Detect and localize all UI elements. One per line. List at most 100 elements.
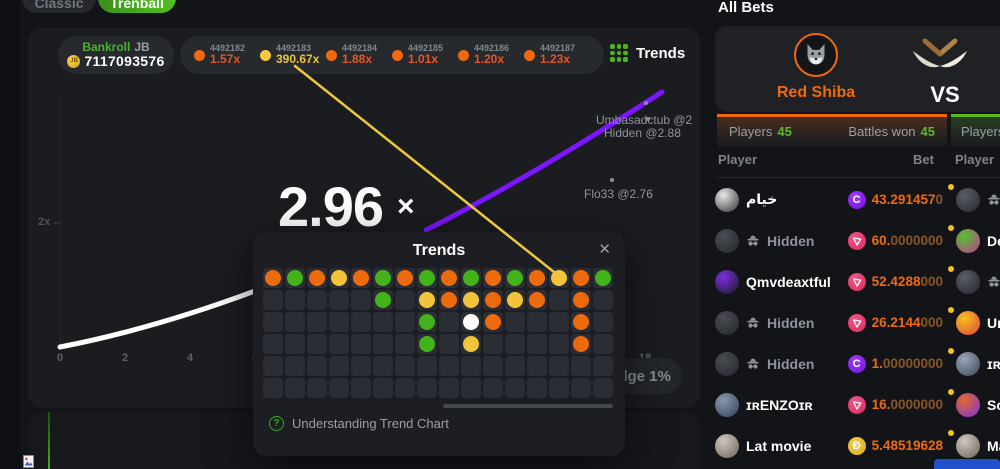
bet-row[interactable]: Soh — [946, 384, 1000, 425]
question-icon: ? — [269, 416, 284, 431]
trend-cell — [285, 334, 305, 354]
jb-coin-icon: JB — [67, 55, 81, 69]
cashout-label: Umbasadctub @2 — [596, 113, 693, 127]
coin-indicator-dot — [948, 348, 954, 354]
green-accent-line — [48, 412, 50, 469]
bet-row[interactable]: H — [946, 261, 1000, 302]
round-result-dot — [392, 49, 403, 61]
trend-cell — [571, 356, 591, 376]
team-a-stats-tab[interactable]: Players 45 Battles won 45 — [717, 114, 947, 146]
incognito-icon — [746, 234, 760, 248]
bet-amount: 43.2914570 — [871, 192, 943, 207]
x-tick-2: 2 — [121, 352, 129, 364]
round-id: 4492183 — [276, 42, 312, 53]
trend-cell — [329, 290, 349, 310]
trend-dot-yellow — [507, 292, 523, 308]
trend-cell — [285, 312, 305, 332]
tab-trenball-label: Trenball — [110, 0, 164, 11]
trend-dot-orange — [573, 292, 589, 308]
cashout-marker-dot — [610, 178, 614, 182]
round-id: 4492186 — [474, 42, 510, 53]
trend-dot-orange — [353, 270, 369, 286]
trend-cell — [483, 356, 503, 376]
trend-cell — [571, 378, 591, 398]
trend-grid-scrollbar[interactable] — [443, 404, 613, 408]
trend-cell — [593, 378, 613, 398]
player-avatar — [956, 187, 980, 212]
bet-row[interactable]: ɪʀENZOɪʀ 16.0000000 — [715, 384, 943, 425]
coin-indicator-dot — [948, 307, 954, 313]
player-avatar — [956, 351, 980, 376]
bet-row[interactable]: Hidden 60.0000000 — [715, 220, 943, 261]
close-icon[interactable]: ✕ — [598, 241, 611, 258]
coin-indicator-dot — [948, 430, 954, 436]
doge-coin-icon: Đ — [847, 436, 866, 455]
trend-cell — [505, 312, 525, 332]
bet-row[interactable]: Qmvdeaxtful 52.4288000 — [715, 261, 943, 302]
trend-cell — [439, 334, 459, 354]
understanding-trend-link[interactable]: ? Understanding Trend Chart — [269, 416, 449, 431]
trend-dot-orange — [397, 270, 413, 286]
bet-row[interactable]: Hidden 26.2144000 — [715, 302, 943, 343]
trend-cell — [439, 290, 459, 310]
y-axis-label: 2x — [38, 216, 51, 228]
trend-dot-yellow — [463, 292, 479, 308]
trend-cell — [263, 312, 283, 332]
history-item[interactable]: 4492187 1.23x — [524, 43, 590, 66]
bet-row[interactable]: Um — [946, 302, 1000, 343]
trx-coin-icon — [847, 231, 866, 250]
trend-cell — [549, 268, 569, 288]
trends-grid-icon — [610, 44, 628, 62]
bet-row[interactable]: Dev — [946, 220, 1000, 261]
player-avatar — [715, 433, 739, 458]
trend-dot-orange — [529, 292, 545, 308]
trend-cell — [505, 356, 525, 376]
bankroll-pill[interactable]: Bankroll JB JB 7117093576 — [58, 36, 174, 74]
bet-column-header: Bet — [913, 152, 934, 167]
trend-cell — [439, 268, 459, 288]
player-avatar — [715, 392, 739, 417]
coin-indicator-dot — [948, 225, 954, 231]
trend-cell — [505, 378, 525, 398]
players-label: Players — [961, 124, 1000, 139]
player-name: Hidden — [767, 314, 815, 331]
history-item[interactable]: 4492186 1.20x — [458, 42, 524, 66]
trend-cell — [505, 268, 525, 288]
player-column-header: Player — [718, 152, 758, 167]
trend-cell — [263, 356, 283, 376]
trend-cell — [461, 290, 481, 310]
trx-coin-icon — [847, 313, 866, 332]
history-item[interactable]: 4492185 1.01x — [392, 43, 458, 66]
cashout-label: Flo33 @2.76 — [584, 187, 653, 201]
bankroll-tag: JB — [134, 39, 150, 54]
bet-row[interactable]: H — [946, 179, 1000, 220]
tab-classic[interactable]: Classic — [22, 0, 96, 13]
history-item[interactable]: 4492184 1.88x — [326, 43, 392, 66]
trend-dot-green — [419, 270, 435, 286]
bet-row[interactable]: خيام C 43.2914570 — [715, 179, 943, 220]
bet-row[interactable]: Hidden C 1.00000000 — [715, 343, 943, 384]
player-name: Hidden — [767, 355, 815, 372]
trends-button[interactable]: Trends — [610, 44, 685, 62]
tab-trenball[interactable]: Trenball — [98, 0, 176, 13]
trend-dot-orange — [529, 270, 545, 286]
trend-cell — [329, 356, 349, 376]
player-name: ɪʀENZOɪʀ — [746, 396, 813, 413]
trx-coin-icon — [847, 272, 866, 291]
trend-cell — [593, 268, 613, 288]
history-item[interactable]: 4492183 390.67x — [260, 42, 326, 66]
history-item[interactable]: 4492182 1.57x — [194, 43, 260, 66]
trend-cell — [395, 290, 415, 310]
player-name: Dev — [987, 232, 1000, 249]
trend-cell — [439, 356, 459, 376]
bet-row[interactable]: Mad — [946, 425, 1000, 466]
bet-row[interactable]: ɪʀEN — [946, 343, 1000, 384]
y-axis-line — [60, 98, 61, 347]
trend-cell — [395, 312, 415, 332]
trend-dot-orange — [573, 270, 589, 286]
trend-cell — [527, 290, 547, 310]
trend-cell — [351, 334, 371, 354]
bet-row[interactable]: Lat movie Đ 5.48519628 — [715, 425, 943, 466]
bets-left: خيام C 43.2914570 Hidden 60.0000000 Qmvdeaxtf… — [715, 179, 943, 466]
